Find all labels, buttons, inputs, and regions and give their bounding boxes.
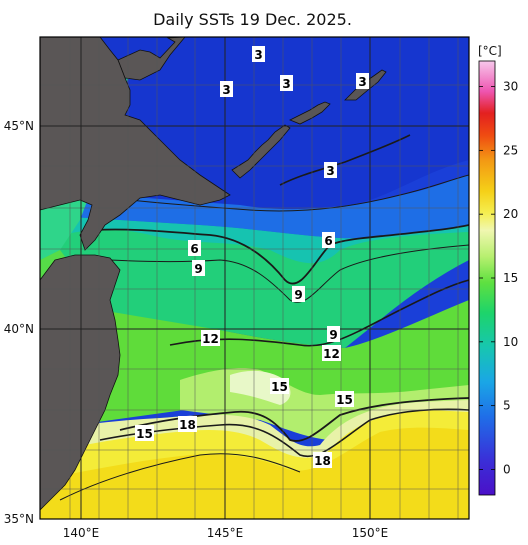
isotherm-18 xyxy=(99,408,469,458)
colorbar-tick-label: 10 xyxy=(503,335,518,349)
svg-text:15: 15 xyxy=(136,427,153,441)
contour-label: 9 xyxy=(292,286,305,302)
svg-text:6: 6 xyxy=(324,234,332,248)
map-title: Daily SSTs 19 Dec. 2025. xyxy=(153,10,352,29)
lon-tick-label: 150°E xyxy=(352,526,389,540)
svg-text:6: 6 xyxy=(190,242,198,256)
contour-label: 3 xyxy=(356,73,369,89)
contour-label: 15 xyxy=(270,378,289,394)
contour-label: 9 xyxy=(192,260,205,276)
sst-band-20c xyxy=(40,427,469,519)
graticule xyxy=(40,37,469,519)
contour-label: 6 xyxy=(322,232,335,248)
contour-label: 18 xyxy=(178,416,197,432)
colorbar: [°C] 30 25 20 15 10 5 0 xyxy=(478,44,518,496)
colorbar-tick-label: 20 xyxy=(503,207,518,221)
kuril-islands-south xyxy=(231,124,291,179)
isotherm-3-thick xyxy=(279,134,411,186)
svg-text:3: 3 xyxy=(222,83,230,97)
svg-text:3: 3 xyxy=(326,164,334,178)
lon-tick-label: 145°E xyxy=(207,526,244,540)
svg-text:12: 12 xyxy=(202,332,219,346)
colorbar-tick-label: 15 xyxy=(503,271,518,285)
colorbar-tick-label: 0 xyxy=(503,462,511,476)
svg-text:3: 3 xyxy=(282,77,290,91)
hokkaido-russia xyxy=(40,37,231,251)
contour-label: 3 xyxy=(252,46,265,62)
contour-label: 3 xyxy=(220,81,233,97)
sst-field xyxy=(40,37,469,519)
isotherm-19 xyxy=(59,453,301,501)
svg-text:12: 12 xyxy=(323,347,340,361)
svg-text:3: 3 xyxy=(358,75,366,89)
contour-label: 3 xyxy=(324,162,337,178)
lat-tick-label: 45°N xyxy=(4,119,34,133)
contour-label: 15 xyxy=(135,425,154,441)
svg-text:18: 18 xyxy=(314,454,331,468)
longitude-axis: 140°E 145°E 150°E xyxy=(63,526,389,540)
contour-label: 18 xyxy=(313,452,332,468)
lat-tick-label: 35°N xyxy=(4,512,34,526)
contour-labels: 3 3 3 3 3 6 6 9 9 9 12 12 15 15 15 18 18 xyxy=(135,46,369,468)
contour-label: 9 xyxy=(327,326,340,342)
svg-text:18: 18 xyxy=(179,418,196,432)
colorbar-tick-label: 30 xyxy=(503,80,518,94)
colorbar-unit: [°C] xyxy=(478,44,502,58)
contour-label: 3 xyxy=(280,75,293,91)
kuril-islands-mid xyxy=(289,101,331,125)
contour-label: 12 xyxy=(322,345,341,361)
latitude-axis: 45°N 40°N 35°N xyxy=(4,119,34,526)
lon-tick-label: 140°E xyxy=(63,526,100,540)
contour-label: 6 xyxy=(188,240,201,256)
svg-text:9: 9 xyxy=(194,262,202,276)
isotherm-9 xyxy=(109,244,469,303)
svg-text:3: 3 xyxy=(254,48,262,62)
lat-tick-label: 40°N xyxy=(4,322,34,336)
contour-label: 12 xyxy=(201,330,220,346)
colorbar-tick-label: 5 xyxy=(503,399,511,413)
land xyxy=(40,37,387,511)
honshu xyxy=(40,254,121,511)
colorbar-ticks: 30 25 20 15 10 5 0 xyxy=(479,80,518,476)
colorbar-tick-label: 25 xyxy=(503,143,518,157)
svg-text:9: 9 xyxy=(329,328,337,342)
contour-label: 15 xyxy=(335,391,354,407)
map-frame xyxy=(39,36,470,520)
svg-text:15: 15 xyxy=(271,380,288,394)
isotherm-6 xyxy=(94,224,469,285)
graticule-major xyxy=(40,37,469,519)
sst-band-5c xyxy=(40,175,469,239)
svg-text:15: 15 xyxy=(336,393,353,407)
svg-text:9: 9 xyxy=(294,288,302,302)
